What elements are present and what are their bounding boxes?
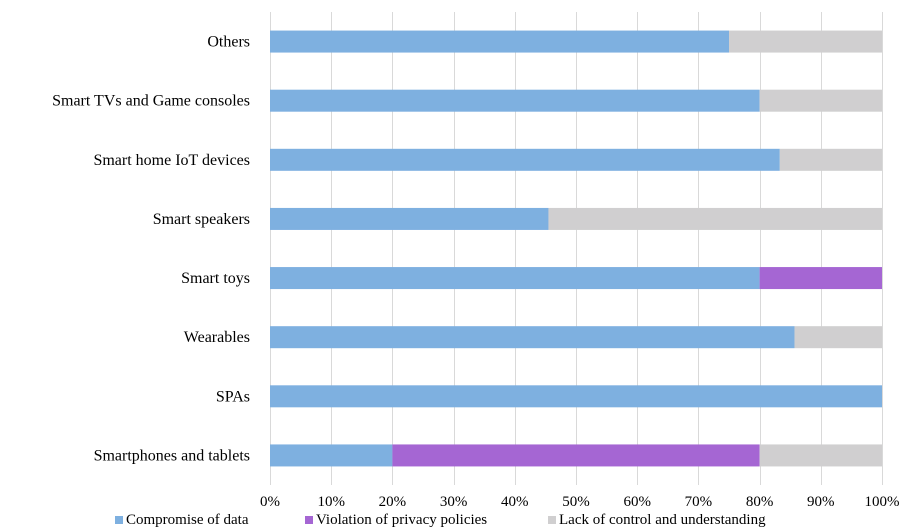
bar-segment <box>270 148 780 171</box>
legend-swatch <box>115 516 123 524</box>
category-label: SPAs <box>216 388 250 405</box>
bar-segment <box>270 30 729 53</box>
legend-swatch <box>548 516 556 524</box>
bar-segment <box>270 444 393 467</box>
x-tick-label: 10% <box>317 494 345 510</box>
category-label: Others <box>207 34 250 51</box>
x-tick-label: 0% <box>260 494 280 510</box>
gridlines <box>270 12 883 485</box>
bar-segment <box>270 89 760 112</box>
bar-segment <box>759 444 882 467</box>
x-tick-label: 50% <box>562 494 590 510</box>
legend-label: Compromise of data <box>126 512 249 528</box>
legend-swatch <box>305 516 313 524</box>
x-tick-label: 60% <box>623 494 651 510</box>
x-tick-label: 100% <box>865 494 900 510</box>
bar-segment <box>729 30 882 53</box>
x-tick-label: 70% <box>685 494 713 510</box>
bar-segment <box>270 326 795 349</box>
legend-label: Lack of control and understanding <box>559 512 766 528</box>
bars <box>270 30 882 467</box>
x-tick-label: 20% <box>379 494 407 510</box>
bar-segment <box>759 89 882 112</box>
x-tick-labels: 0% 10% 20% 30% 40% 50% 60% 70% 80% 90% 100% <box>260 494 900 510</box>
x-tick-label: 40% <box>501 494 529 510</box>
bar-segment <box>548 207 882 230</box>
bar-segment <box>270 207 549 230</box>
category-label: Smartphones and tablets <box>94 447 250 464</box>
x-tick-label: 80% <box>746 494 774 510</box>
category-label: Smart home IoT devices <box>93 152 250 169</box>
x-tick-label: 90% <box>807 494 835 510</box>
bar-segment <box>270 267 760 290</box>
bar-segment <box>779 148 882 171</box>
bar-segment <box>392 444 760 467</box>
category-label: Wearables <box>184 329 250 346</box>
bar-segment <box>270 385 882 408</box>
category-label: Smart TVs and Game consoles <box>52 93 250 110</box>
category-labels: Others Smart TVs and Game consoles Smart h… <box>52 34 250 465</box>
legend-label: Violation of privacy policies <box>316 512 487 528</box>
category-label: Smart speakers <box>153 211 250 228</box>
bar-segment <box>794 326 882 349</box>
legend: Compromise of data Violation of privacy p… <box>115 512 766 528</box>
bar-segment <box>759 267 882 290</box>
category-label: Smart toys <box>181 270 250 287</box>
x-tick-label: 30% <box>440 494 468 510</box>
